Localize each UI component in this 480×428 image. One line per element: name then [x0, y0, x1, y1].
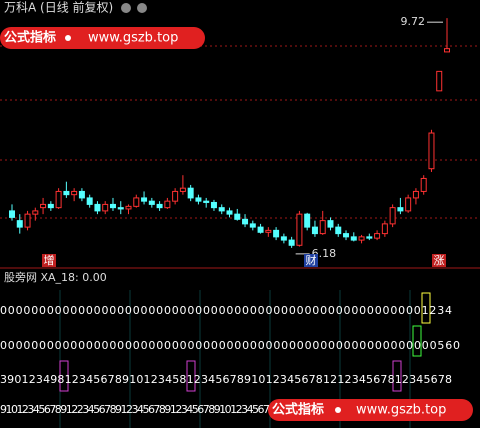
candle-body — [226, 210, 233, 215]
candle-body — [234, 213, 241, 220]
candle-body — [265, 229, 272, 233]
header-title: 万科A (日线 前复权) — [4, 0, 113, 15]
candle-body — [156, 203, 163, 209]
candle-body — [218, 207, 225, 212]
candle-body — [327, 220, 334, 228]
candle-body — [187, 187, 194, 199]
candle-body — [242, 218, 249, 225]
candle-body — [16, 220, 23, 228]
candle-body — [405, 197, 412, 212]
candle-body — [40, 203, 47, 209]
indicator-row: 0000000000000000000000000000000000000000… — [0, 304, 452, 317]
candle-body — [296, 213, 303, 246]
event-marker: 增 — [44, 253, 55, 267]
candle-body — [86, 197, 93, 205]
candle-body — [133, 197, 140, 207]
candle-body — [63, 190, 70, 196]
high-label: 9.72 — [401, 15, 426, 28]
indicator-label: 股旁网 XA_18: 0.00 — [4, 270, 107, 284]
candle-body — [55, 190, 62, 209]
highlight-box — [412, 325, 422, 357]
candle-body — [343, 233, 350, 238]
candle-body — [94, 203, 101, 212]
candle-body — [210, 201, 217, 209]
candle-body — [381, 223, 388, 235]
candle-body — [117, 207, 124, 210]
watermark-text: 公式指标 — [4, 30, 56, 46]
candle-body — [179, 187, 186, 192]
candle-body — [78, 190, 85, 199]
candle-body — [350, 236, 357, 241]
candle-body — [444, 48, 450, 53]
candle-body — [141, 197, 148, 202]
candle-body — [420, 177, 427, 192]
indicator-row: 0000000000000000000000000000000000000000… — [0, 339, 460, 352]
candle-body — [319, 220, 326, 235]
watermark-dot — [65, 35, 71, 41]
candle-body — [412, 190, 419, 199]
candle-body — [304, 213, 311, 228]
indicator-row: 9101234567891223456789123456789123456789… — [0, 403, 270, 416]
watermark-text: www.gszb.top — [88, 31, 178, 46]
candle-body — [366, 236, 373, 239]
candle-body — [389, 207, 396, 225]
candle-body — [257, 226, 264, 233]
candle-body — [24, 213, 31, 228]
candle-body — [71, 190, 78, 196]
candle-body — [374, 233, 381, 239]
event-marker: 涨 — [434, 254, 445, 267]
candle-body — [109, 203, 116, 209]
candle-body — [195, 197, 202, 202]
candle-body — [273, 229, 280, 238]
candle-body — [148, 200, 155, 205]
highlight-box — [421, 292, 431, 324]
watermark-bg — [0, 27, 205, 49]
event-marker: 财 — [306, 253, 317, 267]
candle-body — [203, 200, 210, 203]
event-marker-bg — [42, 254, 56, 267]
watermark-dot — [335, 407, 341, 413]
candle-body — [436, 70, 443, 92]
header-icon[interactable] — [137, 3, 147, 13]
candle-body — [358, 236, 365, 241]
indicator-row: 3901234981234567891012345812345678910123… — [0, 373, 452, 386]
candle-body — [249, 223, 256, 228]
candle-body — [288, 239, 295, 246]
candle-body — [397, 207, 404, 212]
header-icon[interactable] — [121, 3, 131, 13]
candle-body — [428, 132, 435, 170]
candle-body — [172, 190, 179, 202]
event-marker-bg — [432, 254, 446, 267]
highlight-box — [59, 360, 69, 392]
event-marker-bg — [304, 254, 318, 267]
candle-body — [125, 205, 132, 210]
candle-body — [32, 210, 39, 215]
candle-body — [335, 226, 342, 235]
candle-body — [9, 210, 15, 218]
candle-body — [311, 226, 318, 235]
candle-body — [280, 236, 287, 241]
candle-body — [47, 203, 54, 209]
highlight-box — [186, 360, 196, 392]
watermark: 公式指标 www.gszb.top — [268, 399, 473, 421]
watermark-text: 公式指标 — [272, 402, 324, 418]
watermark-text: www.gszb.top — [356, 403, 446, 418]
watermark: 公式指标 www.gszb.top — [0, 27, 205, 49]
candle-body — [102, 203, 109, 212]
candle-body — [164, 200, 171, 209]
highlight-box — [392, 360, 402, 392]
watermark-bg — [268, 399, 473, 421]
